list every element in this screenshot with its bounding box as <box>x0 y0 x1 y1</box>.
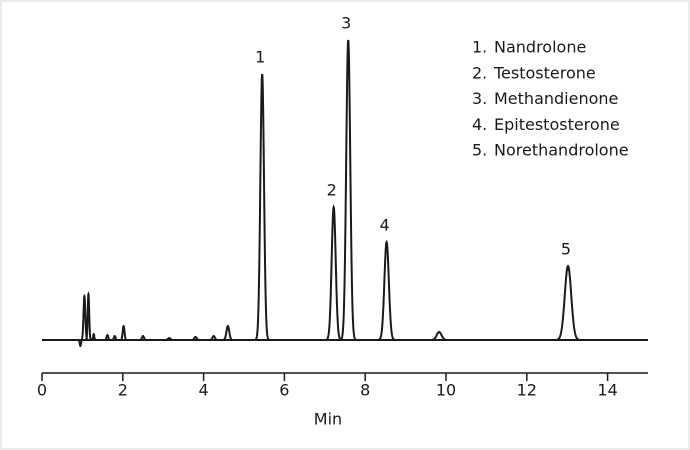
legend-name: Testosterone <box>493 63 596 82</box>
x-tick-label: 8 <box>360 381 370 400</box>
peak <box>376 240 397 341</box>
x-tick-label: 6 <box>279 381 289 400</box>
peak <box>138 334 148 341</box>
peak <box>90 332 97 341</box>
peak <box>553 264 583 341</box>
legend-number: 4. <box>472 115 487 134</box>
legend-name: Norethandrolone <box>494 141 629 160</box>
x-tick-label: 12 <box>517 381 537 400</box>
peak <box>163 336 175 341</box>
legend-name: Methandienone <box>494 89 618 108</box>
peak <box>111 334 119 341</box>
peak <box>254 73 271 341</box>
x-tick-label: 0 <box>37 381 47 400</box>
peak-label: 2 <box>327 181 337 200</box>
peak-label: 3 <box>341 14 351 33</box>
peak <box>208 334 220 341</box>
peak <box>324 204 343 341</box>
peak <box>339 39 358 341</box>
peak-label: 4 <box>380 216 390 235</box>
x-tick-label: 4 <box>199 381 209 400</box>
peak <box>119 324 128 341</box>
peak-label: 1 <box>255 48 265 67</box>
peak <box>103 333 112 341</box>
x-tick-label: 2 <box>118 381 128 400</box>
x-tick-label: 10 <box>436 381 456 400</box>
legend-name: Nandrolone <box>494 38 586 57</box>
legend-number: 5. <box>472 141 487 160</box>
peak-label: 5 <box>561 240 571 259</box>
legend-number: 2. <box>472 63 487 82</box>
x-axis-label: Min <box>314 410 342 429</box>
legend-number: 1. <box>472 38 487 57</box>
peak <box>190 335 201 341</box>
peak <box>85 291 92 341</box>
x-tick-label: 14 <box>597 381 617 400</box>
peak <box>428 330 451 341</box>
legend-name: Epitestosterone <box>494 115 620 134</box>
peak <box>221 324 235 341</box>
legend-number: 3. <box>472 89 487 108</box>
